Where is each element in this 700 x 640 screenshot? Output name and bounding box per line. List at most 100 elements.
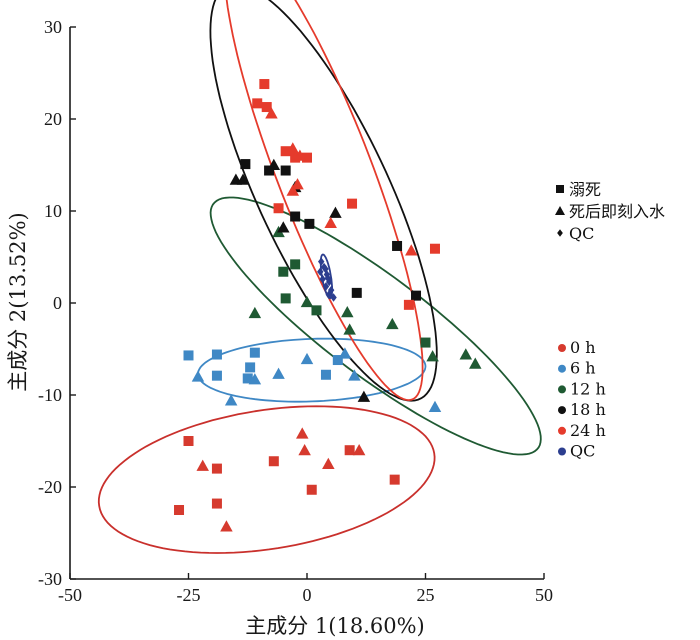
point-24h-triangle [405, 244, 418, 256]
point-6h-square [211, 370, 222, 381]
point-24h-triangle [286, 184, 300, 196]
point-qc-diamond [325, 290, 333, 299]
point-12h-triangle [426, 350, 439, 362]
point-18h-square [290, 211, 301, 222]
ellipse-18h [209, 0, 438, 402]
point-6h-triangle [224, 394, 238, 406]
point-6h-triangle [248, 373, 262, 385]
point-24h-square [290, 152, 301, 163]
x-tick-label: 0 [303, 585, 312, 605]
point-qc-diamond [330, 293, 337, 302]
point-12h-triangle [469, 357, 482, 369]
point-0h-square [211, 498, 222, 509]
legend-label: QC [569, 224, 594, 243]
legend-label: 24 h [570, 421, 606, 440]
point-18h-triangle [357, 390, 371, 402]
y-tick-label: 30 [44, 17, 62, 37]
legend-dot [558, 364, 566, 373]
point-24h-square [252, 98, 263, 109]
point-24h-square [347, 198, 358, 209]
point-12h-square [278, 266, 289, 277]
color-legend: 0 h 6 h12 h 18 h 24 h QC [558, 338, 606, 461]
point-24h-triangle [291, 178, 304, 190]
data-points [174, 79, 482, 532]
point-12h-square [311, 305, 322, 316]
point-18h-square [411, 290, 422, 301]
point-6h-square [320, 369, 331, 380]
ellipse-0h [97, 405, 436, 554]
point-18h-square [240, 159, 251, 170]
point-24h-square [273, 203, 284, 214]
x-tick-label: -25 [177, 585, 201, 605]
y-tick-label: -10 [38, 385, 62, 405]
y-tick-label: 20 [44, 109, 62, 129]
point-0h-triangle [196, 459, 209, 471]
point-18h-triangle [329, 206, 342, 218]
point-18h-triangle [277, 221, 290, 233]
point-24h-square [429, 243, 440, 254]
point-18h-square [304, 218, 315, 229]
point-18h-triangle [236, 173, 250, 185]
legend-dot [558, 426, 566, 435]
point-24h-triangle [293, 149, 307, 161]
point-12h-triangle [300, 295, 314, 308]
point-6h-square [332, 355, 343, 366]
ellipse-12h [209, 196, 542, 456]
point-qc-diamond [318, 257, 325, 266]
point-6h-triangle [300, 352, 314, 365]
legend-dot [558, 406, 566, 415]
y-tick-label: -20 [38, 477, 62, 497]
point-12h-triangle [343, 323, 356, 335]
point-0h-square [174, 505, 185, 515]
point-6h-triangle [191, 370, 205, 382]
point-18h-triangle [267, 158, 281, 170]
point-0h-square [211, 463, 222, 474]
point-qc-diamond [326, 277, 333, 287]
legend-marker-triangle [555, 206, 565, 215]
point-18h-square [392, 240, 403, 251]
point-qc-diamond [322, 264, 329, 274]
axes: -30 -20 -10 0 10 20 30 -50 -25 0 25 50 [38, 17, 553, 605]
point-6h-triangle [338, 347, 352, 359]
y-tick-label: 10 [44, 201, 62, 221]
point-24h-square [261, 102, 272, 113]
point-0h-triangle [322, 457, 335, 469]
point-6h-triangle [428, 400, 442, 412]
legend-label: 0 h [570, 338, 596, 357]
point-18h-square [264, 165, 275, 176]
point-qc-diamond [327, 285, 335, 295]
legend-label: 溺死 [569, 180, 601, 199]
x-tick-label: 50 [535, 585, 553, 605]
ellipse-24h [225, 0, 424, 402]
point-24h-triangle [265, 107, 278, 119]
point-0h-square [183, 436, 194, 446]
point-qc-diamond [317, 267, 324, 276]
point-0h-square [389, 474, 400, 485]
point-12h-triangle [386, 317, 399, 330]
point-6h-square [245, 362, 256, 373]
point-12h-square [420, 337, 431, 348]
legend-label: 6 h [570, 359, 596, 378]
point-18h-square [351, 287, 362, 298]
point-12h-triangle [459, 348, 473, 360]
point-12h-square [280, 293, 291, 304]
point-qc-diamond [319, 274, 326, 284]
legend-label: 死后即刻入水 [569, 202, 665, 221]
point-6h-square [249, 347, 260, 358]
point-0h-triangle [220, 520, 233, 532]
point-18h-square [280, 165, 291, 176]
point-6h-triangle [348, 369, 361, 381]
legend-label: 18 h [570, 400, 606, 419]
point-0h-square [306, 484, 317, 495]
point-12h-triangle [341, 305, 354, 318]
point-qc-diamond [324, 273, 332, 283]
point-6h-square [183, 350, 194, 361]
y-axis-title: 主成分 2(13.52%) [6, 212, 30, 392]
point-0h-triangle [352, 443, 366, 456]
point-12h-square [290, 259, 301, 270]
legend-dot [558, 344, 566, 352]
legend-marker-diamond [557, 229, 563, 237]
y-tick-label: 0 [53, 293, 62, 313]
